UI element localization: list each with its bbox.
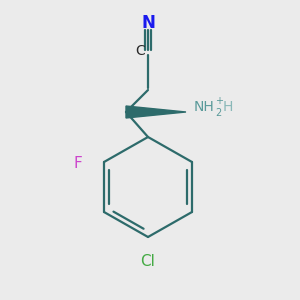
Text: NH: NH — [194, 100, 215, 114]
Text: Cl: Cl — [141, 254, 155, 269]
Text: 2: 2 — [215, 108, 221, 118]
Text: H: H — [223, 100, 233, 114]
Text: F: F — [73, 155, 82, 170]
Text: N: N — [141, 14, 155, 32]
Text: C: C — [135, 44, 145, 58]
Text: +: + — [215, 96, 223, 106]
Polygon shape — [126, 106, 186, 118]
